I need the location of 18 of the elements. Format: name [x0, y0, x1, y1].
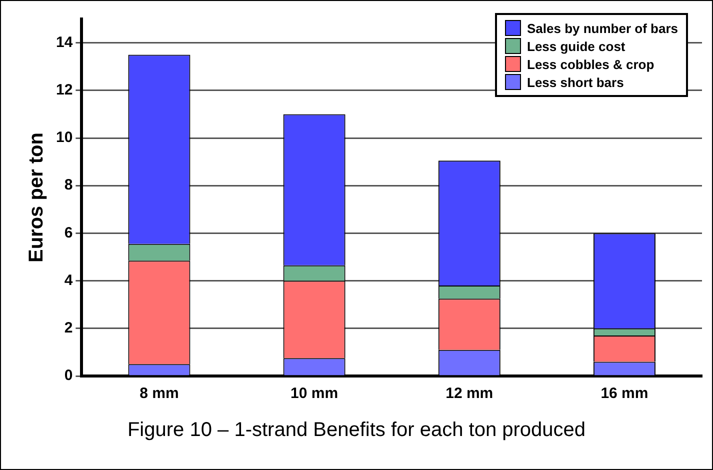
- y-axis-title: Euros per ton: [26, 132, 48, 263]
- legend-label: Sales by number of bars: [527, 20, 678, 36]
- legend-label: Less short bars: [527, 74, 624, 90]
- y-tick-label: 4: [64, 272, 74, 289]
- y-tick-label: 6: [64, 224, 73, 242]
- caption: Figure 10 – 1-strand Benefits for each ton produced: [126, 419, 587, 442]
- y-tick-label: 10: [56, 129, 73, 146]
- legend-label: Less guide cost: [527, 38, 626, 54]
- x-tick-label: 8 mm: [140, 385, 179, 402]
- y-tick-label: 8: [64, 176, 73, 194]
- x-tick-label: 12 mm: [446, 385, 494, 402]
- x-tick-label: 16 mm: [600, 385, 648, 402]
- y-tick-label: 12: [56, 82, 73, 99]
- legend-label: Less cobbles & crop: [527, 56, 654, 72]
- x-tick-label: 10 mm: [290, 385, 338, 402]
- y-tick-label: 14: [56, 34, 74, 51]
- y-tick-label: 0: [64, 367, 73, 384]
- y-tick-label: 2: [64, 320, 73, 337]
